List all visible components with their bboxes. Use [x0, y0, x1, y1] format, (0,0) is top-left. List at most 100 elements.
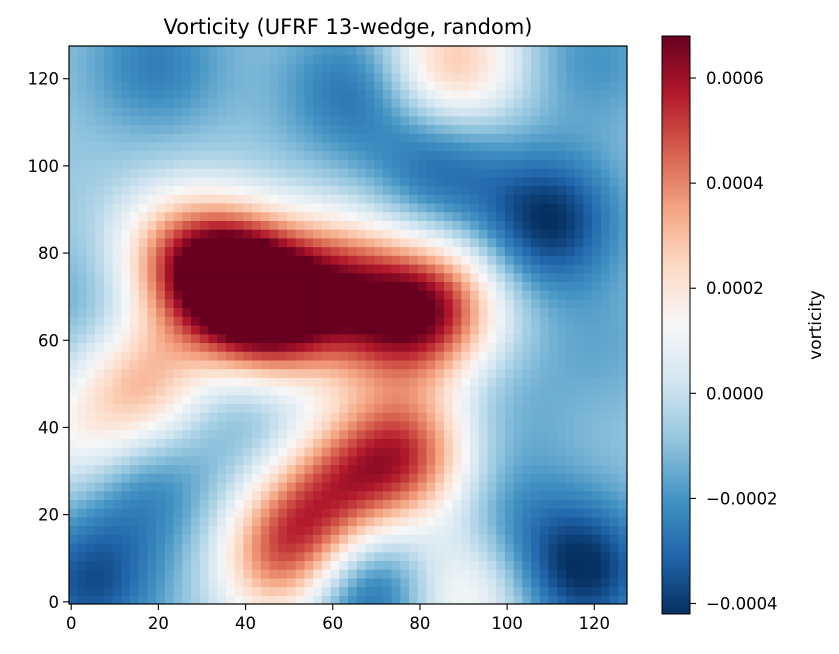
heatmap-cell — [260, 263, 271, 274]
heatmap-cell — [156, 290, 166, 300]
heatmap-cell — [121, 481, 131, 492]
heatmap-cell — [443, 420, 454, 431]
heatmap-cell — [461, 255, 471, 265]
heatmap-cell — [348, 54, 358, 65]
heatmap-cell — [304, 202, 314, 213]
heatmap-cell — [339, 185, 349, 195]
heatmap-cell — [592, 473, 602, 483]
heatmap-cell — [592, 246, 602, 256]
heatmap-cell — [260, 220, 271, 230]
heatmap-cell — [592, 577, 602, 588]
heatmap-cell — [382, 63, 393, 73]
heatmap-cell — [182, 176, 192, 187]
heatmap-cell — [365, 551, 375, 562]
heatmap-cell — [77, 115, 88, 126]
heatmap-cell — [69, 342, 79, 352]
heatmap-cell — [365, 508, 375, 518]
heatmap-cell — [443, 63, 454, 73]
heatmap-cell — [417, 368, 428, 378]
heatmap-cell — [417, 185, 428, 195]
heatmap-cell — [531, 351, 541, 361]
heatmap-cell — [130, 386, 140, 396]
heatmap-cell — [400, 220, 410, 230]
heatmap-cell — [592, 394, 602, 405]
heatmap-cell — [417, 46, 428, 56]
heatmap-cell — [243, 316, 253, 326]
heatmap-cell — [557, 124, 567, 134]
heatmap-cell — [295, 569, 306, 579]
heatmap-cell — [443, 98, 454, 108]
heatmap-cell — [496, 150, 506, 160]
heatmap-cell — [600, 63, 611, 73]
heatmap-cell — [478, 368, 489, 378]
heatmap-cell — [121, 141, 131, 152]
heatmap-cell — [374, 159, 384, 169]
heatmap-cell — [286, 542, 297, 553]
heatmap-cell — [130, 255, 140, 265]
heatmap-cell — [496, 333, 506, 344]
heatmap-cell — [496, 246, 506, 256]
heatmap-cell — [426, 54, 436, 65]
heatmap-cell — [356, 412, 367, 422]
heatmap-cell — [295, 403, 306, 413]
heatmap-cell — [548, 159, 558, 169]
heatmap-cell — [304, 351, 314, 361]
heatmap-cell — [400, 98, 410, 108]
heatmap-cell — [539, 560, 550, 570]
heatmap-cell — [112, 359, 122, 370]
heatmap-cell — [286, 255, 297, 265]
heatmap-cell — [260, 586, 271, 596]
heatmap-cell — [156, 211, 166, 221]
heatmap-cell — [286, 586, 297, 596]
heatmap-cell — [269, 168, 279, 178]
heatmap-cell — [592, 63, 602, 73]
heatmap-cell — [112, 490, 122, 500]
heatmap-cell — [382, 499, 393, 509]
heatmap-cell — [522, 72, 532, 82]
heatmap-cell — [321, 272, 332, 283]
heatmap-cell — [330, 272, 340, 283]
heatmap-cell — [330, 569, 340, 579]
heatmap-cell — [435, 46, 445, 56]
heatmap-cell — [409, 220, 419, 230]
heatmap-cell — [321, 150, 332, 160]
heatmap-cell — [409, 255, 419, 265]
heatmap-cell — [496, 377, 506, 387]
heatmap-cell — [504, 420, 515, 431]
heatmap-cell — [208, 525, 218, 535]
heatmap-cell — [409, 551, 419, 562]
heatmap-cell — [295, 420, 306, 431]
heatmap-cell — [496, 499, 506, 509]
heatmap-cell — [409, 107, 419, 117]
heatmap-cell — [173, 316, 183, 326]
heatmap-cell — [356, 333, 367, 344]
heatmap-cell — [86, 72, 96, 82]
heatmap-cell — [539, 237, 550, 248]
heatmap-cell — [382, 394, 393, 405]
heatmap-cell — [504, 185, 515, 195]
heatmap-cell — [426, 89, 436, 99]
heatmap-cell — [86, 133, 96, 143]
heatmap-cell — [330, 263, 340, 274]
heatmap-cell — [260, 290, 271, 300]
heatmap-cell — [583, 429, 593, 439]
heatmap-cell — [574, 386, 585, 396]
heatmap-cell — [339, 46, 349, 56]
heatmap-cell — [409, 115, 419, 126]
heatmap-cell — [583, 403, 593, 413]
heatmap-cell — [295, 316, 306, 326]
heatmap-cell — [531, 481, 541, 492]
heatmap-cell — [260, 272, 271, 283]
heatmap-cell — [321, 368, 332, 378]
heatmap-cell — [269, 394, 279, 405]
heatmap-cell — [182, 508, 192, 518]
heatmap-cell — [278, 534, 288, 544]
heatmap-cell — [391, 185, 401, 195]
heatmap-cell — [504, 499, 515, 509]
heatmap-cell — [452, 229, 462, 239]
heatmap-cell — [182, 202, 192, 213]
heatmap-cell — [286, 394, 297, 405]
heatmap-cell — [574, 351, 585, 361]
heatmap-cell — [252, 298, 262, 309]
heatmap-cell — [504, 176, 515, 187]
